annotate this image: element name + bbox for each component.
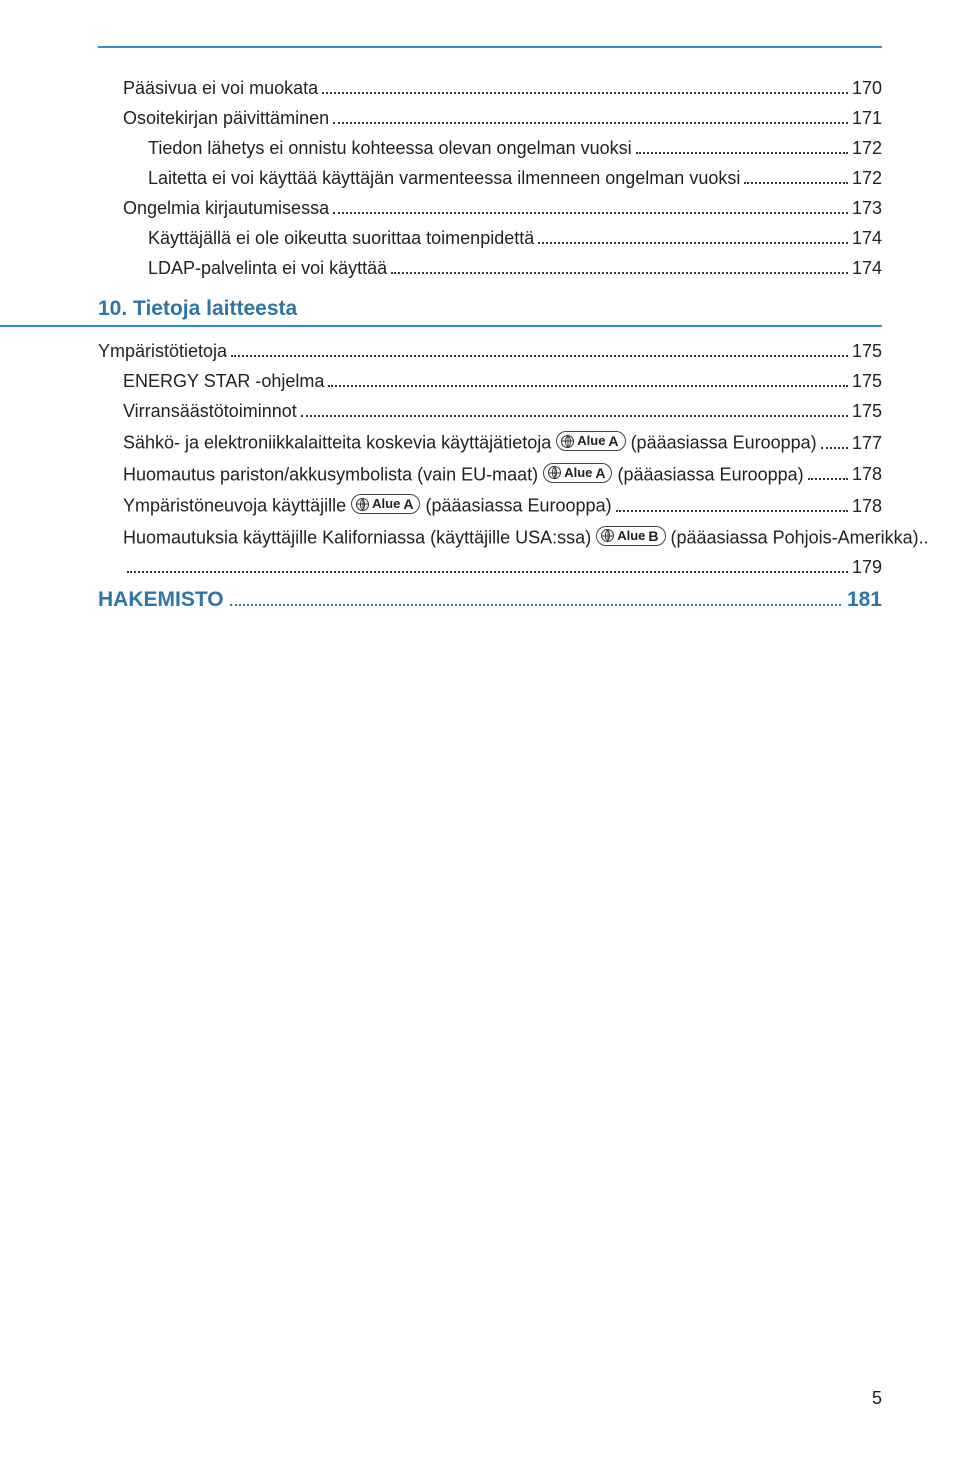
toc-page: 179 [852, 557, 882, 578]
toc-label: Ympäristöneuvoja käyttäjille Alue A (pää… [123, 494, 612, 517]
globe-icon [356, 498, 369, 511]
chip-letter: A [608, 432, 618, 450]
toc-leader [821, 447, 848, 449]
toc-label: Tiedon lähetys ei onnistu kohteessa olev… [148, 138, 632, 159]
toc-label: Virransäästötoiminnot [123, 401, 297, 422]
toc-suffix: (pääasiassa Pohjois-Amerikka).. [671, 527, 929, 547]
toc-entry: Sähkö- ja elektroniikkalaitteita koskevi… [98, 431, 882, 454]
section-heading: 10. Tietoja laitteesta [98, 297, 297, 325]
toc-entry: Virransäästötoiminnot 175 [98, 401, 882, 422]
toc-page: 172 [852, 168, 882, 189]
toc-page: 177 [852, 433, 882, 454]
toc-suffix: (pääasiassa Eurooppa) [618, 464, 804, 484]
toc-text: Ympäristöneuvoja käyttäjille [123, 496, 346, 516]
table-of-contents: Pääsivua ei voi muokata 170 Osoitekirjan… [98, 78, 882, 612]
toc-entry: Tiedon lähetys ei onnistu kohteessa olev… [98, 138, 882, 159]
toc-leader [391, 272, 848, 274]
toc-leader [333, 122, 848, 124]
region-chip-a: Alue A [351, 494, 420, 514]
toc-text: Huomautus pariston/akkusymbolista (vain … [123, 464, 538, 484]
toc-entry: Ympäristötietoja 175 [98, 341, 882, 362]
toc-leader [636, 152, 848, 154]
toc-leader [322, 92, 848, 94]
toc-suffix: (pääasiassa Eurooppa) [425, 496, 611, 516]
chip-letter: A [595, 464, 605, 482]
toc-label: Käyttäjällä ei ole oikeutta suorittaa to… [148, 228, 534, 249]
toc-text: Huomautuksia käyttäjille Kaliforniassa (… [123, 527, 591, 547]
toc-entry: Huomautuksia käyttäjille Kaliforniassa (… [98, 526, 882, 549]
toc-page: 175 [852, 341, 882, 362]
globe-icon [601, 529, 614, 542]
toc-page: 170 [852, 78, 882, 99]
toc-leader [333, 212, 848, 214]
toc-label: Pääsivua ei voi muokata [123, 78, 318, 99]
toc-leader [230, 604, 841, 606]
toc-entry: ENERGY STAR -ohjelma 175 [98, 371, 882, 392]
toc-label: Huomautus pariston/akkusymbolista (vain … [123, 463, 804, 486]
globe-icon [548, 466, 561, 479]
toc-page: 174 [852, 228, 882, 249]
toc-page: 178 [852, 496, 882, 517]
toc-label: LDAP-palvelinta ei voi käyttää [148, 258, 387, 279]
toc-entry: LDAP-palvelinta ei voi käyttää 174 [98, 258, 882, 279]
chip-label: Alue [577, 432, 605, 450]
chip-letter: A [403, 495, 413, 513]
toc-suffix: (pääasiassa Eurooppa) [631, 433, 817, 453]
toc-entry: Pääsivua ei voi muokata 170 [98, 78, 882, 99]
chip-label: Alue [372, 495, 400, 513]
toc-label: Laitetta ei voi käyttää käyttäjän varmen… [148, 168, 740, 189]
index-entry: HAKEMISTO 181 [98, 588, 882, 612]
section-heading-row: 10. Tietoja laitteesta [98, 297, 882, 325]
toc-leader [808, 478, 848, 480]
toc-leader [231, 355, 848, 357]
toc-leader [616, 510, 848, 512]
toc-label: Ympäristötietoja [98, 341, 227, 362]
region-chip-a: Alue A [543, 463, 612, 483]
toc-page: 173 [852, 198, 882, 219]
toc-leader [301, 415, 848, 417]
toc-entry: Ympäristöneuvoja käyttäjille Alue A (pää… [98, 494, 882, 517]
toc-label: Sähkö- ja elektroniikkalaitteita koskevi… [123, 431, 817, 454]
index-label: HAKEMISTO [98, 588, 224, 612]
toc-label: Osoitekirjan päivittäminen [123, 108, 329, 129]
toc-page: 174 [852, 258, 882, 279]
toc-page: 175 [852, 401, 882, 422]
index-page: 181 [847, 588, 882, 612]
toc-label: Ongelmia kirjautumisessa [123, 198, 329, 219]
toc-label: Huomautuksia käyttäjille Kaliforniassa (… [123, 526, 929, 549]
chip-letter: B [648, 527, 658, 545]
toc-entry: Ongelmia kirjautumisessa 173 [98, 198, 882, 219]
toc-leader [328, 385, 848, 387]
toc-entry: Laitetta ei voi käyttää käyttäjän varmen… [98, 168, 882, 189]
chip-label: Alue [564, 464, 592, 482]
toc-entry: Käyttäjällä ei ole oikeutta suorittaa to… [98, 228, 882, 249]
toc-entry: Huomautus pariston/akkusymbolista (vain … [98, 463, 882, 486]
toc-leader [538, 242, 848, 244]
toc-leader [744, 182, 848, 184]
toc-page: 178 [852, 464, 882, 485]
section-divider [0, 325, 882, 327]
top-divider [98, 46, 882, 48]
page-number: 5 [872, 1388, 882, 1409]
region-chip-b: Alue B [596, 526, 665, 546]
toc-entry: Osoitekirjan päivittäminen 171 [98, 108, 882, 129]
toc-entry-continuation: 179 [98, 557, 882, 578]
toc-page: 172 [852, 138, 882, 159]
chip-label: Alue [617, 527, 645, 545]
toc-text: Sähkö- ja elektroniikkalaitteita koskevi… [123, 433, 551, 453]
toc-page: 175 [852, 371, 882, 392]
toc-leader [127, 571, 848, 573]
globe-icon [561, 435, 574, 448]
toc-page: 171 [852, 108, 882, 129]
region-chip-a: Alue A [556, 431, 625, 451]
toc-label: ENERGY STAR -ohjelma [123, 371, 324, 392]
